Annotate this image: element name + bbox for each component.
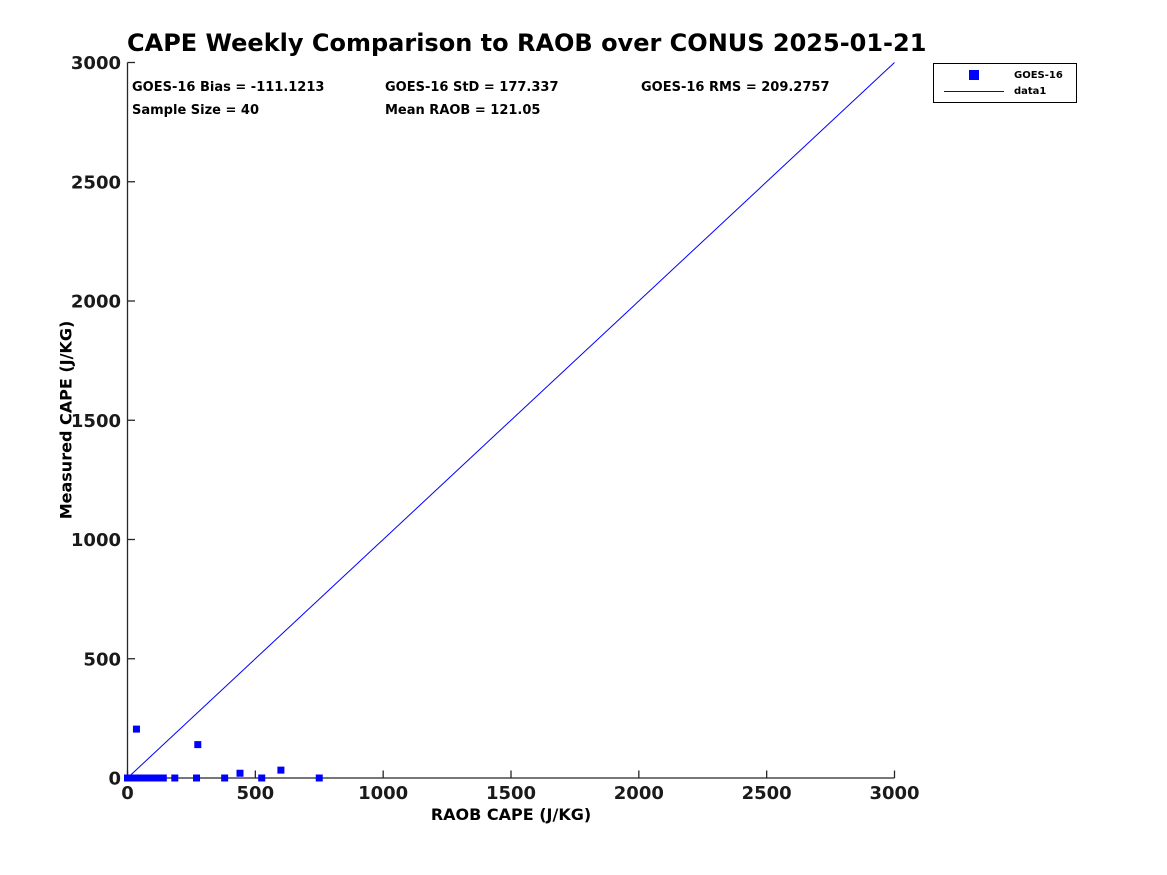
y-axis-label: Measured CAPE (J/KG) <box>56 320 76 520</box>
x-tick-label: 2000 <box>614 783 664 804</box>
x-tick-label: 1000 <box>358 783 408 804</box>
scatter-point <box>221 774 229 782</box>
scatter-point <box>236 769 244 777</box>
x-tick-label: 3000 <box>869 783 919 804</box>
stat-bias: GOES-16 Bias = -111.1213 <box>132 80 325 95</box>
legend-entry-data1: data1 <box>934 83 1076 99</box>
x-tick-label: 2500 <box>742 783 792 804</box>
legend: GOES-16 data1 <box>933 63 1077 103</box>
y-tick-label: 1000 <box>71 530 121 551</box>
scatter-point <box>193 774 201 782</box>
y-tick-label: 2500 <box>71 172 121 193</box>
y-tick-label: 500 <box>83 649 121 670</box>
y-tick-label: 1500 <box>71 411 121 432</box>
y-tick-label: 3000 <box>71 53 121 74</box>
x-tick-label: 1500 <box>486 783 536 804</box>
scatter-point <box>194 741 202 749</box>
scatter-point <box>132 725 140 733</box>
scatter-point <box>315 774 323 782</box>
scatter-point <box>159 774 167 782</box>
stat-sample-size: Sample Size = 40 <box>132 103 260 118</box>
scatter-point <box>171 774 179 782</box>
x-tick-label: 500 <box>237 783 275 804</box>
legend-icon-cell <box>934 70 1014 80</box>
legend-icon-cell <box>934 90 1014 92</box>
stat-std: GOES-16 StD = 177.337 <box>385 80 559 95</box>
x-tick-label: 0 <box>121 783 134 804</box>
scatter-point <box>258 774 266 782</box>
y-tick-label: 2000 <box>71 292 121 313</box>
stat-rms: GOES-16 RMS = 209.2757 <box>641 80 830 95</box>
scatter-point <box>277 766 285 774</box>
y-tick-label: 0 <box>108 769 121 790</box>
identity-line <box>127 62 895 779</box>
legend-label-goes16: GOES-16 <box>1014 69 1063 81</box>
legend-entry-goes16: GOES-16 <box>934 67 1076 83</box>
square-marker-icon <box>969 70 979 80</box>
chart-title: CAPE Weekly Comparison to RAOB over CONU… <box>127 29 927 57</box>
line-sample-icon <box>944 90 1004 92</box>
x-axis-label: RAOB CAPE (J/KG) <box>430 805 592 824</box>
legend-label-data1: data1 <box>1014 85 1047 97</box>
stat-mean-raob: Mean RAOB = 121.05 <box>385 103 541 118</box>
